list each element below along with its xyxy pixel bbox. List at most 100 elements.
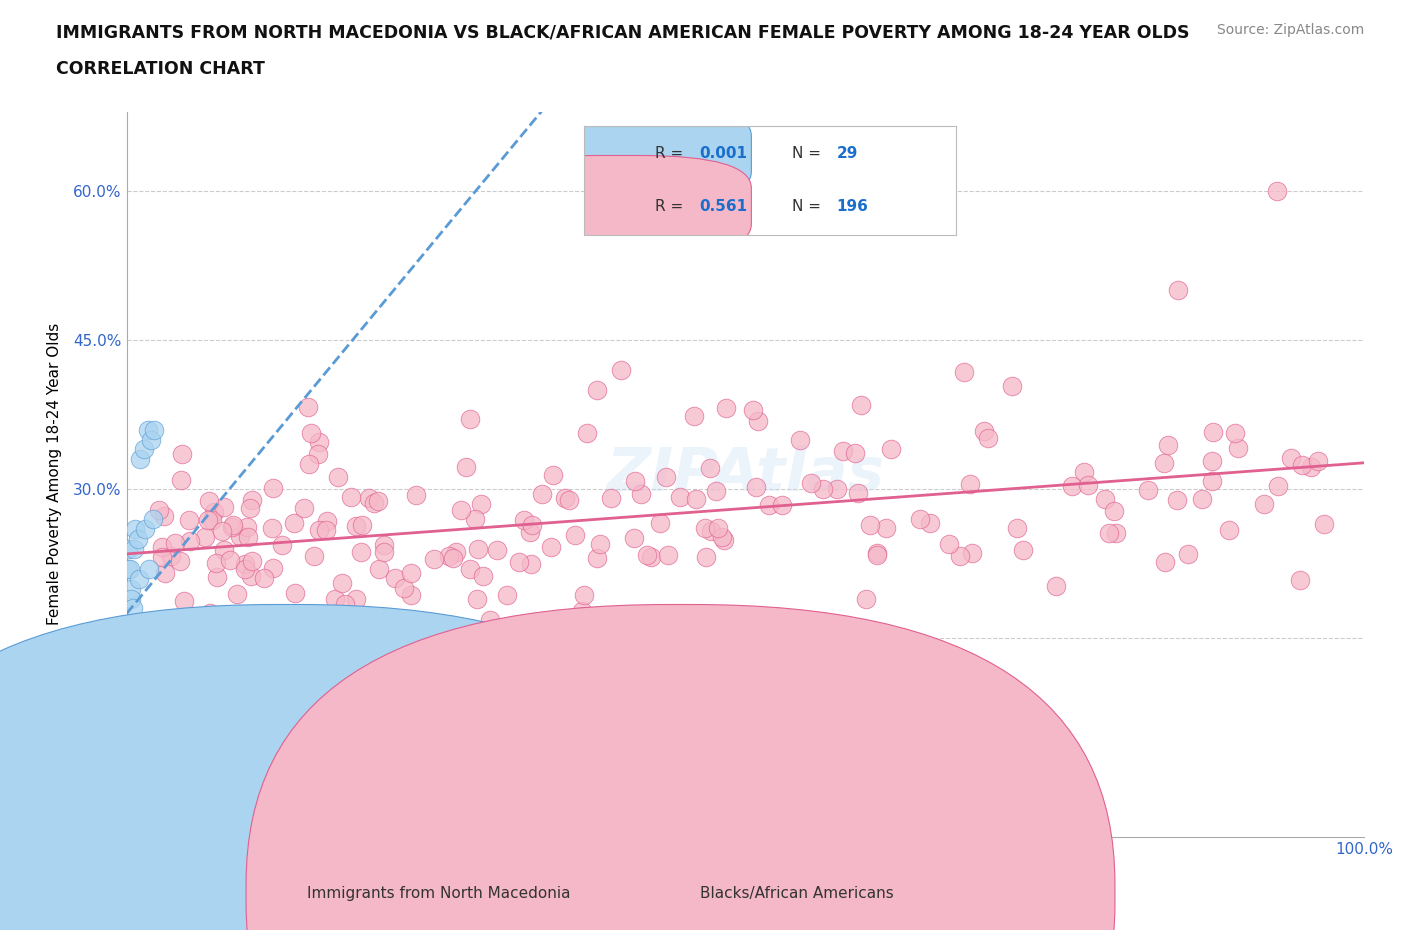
Point [825, 482, 848, 497]
Point [1094, 492, 1116, 507]
Point [344, 591, 367, 606]
Point [222, 518, 245, 533]
Point [846, 486, 869, 501]
Point [953, 365, 976, 379]
Point [117, 562, 139, 577]
Point [198, 605, 221, 620]
Point [323, 591, 346, 606]
Point [1045, 578, 1067, 593]
Point [118, 720, 141, 735]
Point [302, 549, 325, 564]
Point [541, 468, 564, 483]
Point [844, 445, 866, 460]
Point [212, 542, 235, 557]
Point [789, 432, 811, 447]
Point [155, 618, 177, 633]
Point [938, 537, 960, 551]
Point [450, 502, 472, 517]
Point [1105, 525, 1128, 540]
Point [136, 422, 159, 437]
Point [262, 481, 284, 496]
Point [747, 414, 769, 429]
Point [240, 492, 263, 507]
Point [650, 515, 672, 530]
Point [194, 530, 217, 545]
Point [851, 397, 873, 412]
Point [173, 593, 195, 608]
Point [352, 517, 374, 532]
Point [1137, 483, 1160, 498]
Point [211, 524, 233, 538]
Point [373, 545, 395, 560]
Point [713, 533, 735, 548]
Point [172, 446, 194, 461]
Point [128, 571, 150, 586]
Point [472, 569, 495, 584]
Point [855, 591, 877, 606]
Point [1253, 497, 1275, 512]
Point [623, 474, 645, 489]
Point [693, 521, 716, 536]
Point [1291, 458, 1313, 472]
Point [146, 760, 169, 775]
Point [131, 740, 153, 755]
Point [458, 412, 481, 427]
Point [240, 553, 263, 568]
Point [520, 557, 543, 572]
Point [139, 641, 162, 656]
Point [134, 522, 156, 537]
Point [117, 541, 139, 556]
Point [699, 460, 721, 475]
Point [138, 562, 160, 577]
Point [1166, 492, 1188, 507]
Point [177, 512, 200, 527]
Point [976, 431, 998, 445]
Point [115, 770, 138, 785]
Point [236, 529, 259, 544]
Point [298, 456, 321, 471]
Point [1279, 450, 1302, 465]
Point [1299, 459, 1322, 474]
Point [704, 484, 727, 498]
Point [153, 509, 176, 524]
Point [589, 537, 612, 551]
Point [122, 541, 145, 556]
Point [235, 557, 257, 572]
Point [1177, 547, 1199, 562]
Point [859, 517, 882, 532]
Point [875, 521, 897, 536]
Point [284, 586, 307, 601]
Point [683, 409, 706, 424]
Point [141, 512, 163, 526]
Point [464, 512, 486, 526]
Point [283, 516, 305, 531]
Point [531, 486, 554, 501]
Point [292, 500, 315, 515]
Point [437, 549, 460, 564]
Point [1267, 479, 1289, 494]
Point [174, 612, 197, 627]
Point [226, 587, 249, 602]
Point [1007, 520, 1029, 535]
Point [959, 476, 981, 491]
Point [1223, 426, 1246, 441]
Point [685, 491, 707, 506]
Point [135, 641, 157, 656]
Point [121, 601, 143, 616]
Point [1201, 474, 1223, 489]
Point [745, 480, 768, 495]
Point [813, 482, 835, 497]
Point [315, 513, 337, 528]
Point [467, 541, 489, 556]
Point [1227, 440, 1250, 455]
Point [229, 528, 252, 543]
Point [236, 519, 259, 534]
Point [460, 562, 482, 577]
Point [357, 491, 380, 506]
Point [145, 751, 167, 765]
Point [519, 525, 541, 539]
Point [572, 588, 595, 603]
Point [120, 562, 142, 577]
Point [209, 612, 232, 627]
Point [385, 612, 408, 627]
